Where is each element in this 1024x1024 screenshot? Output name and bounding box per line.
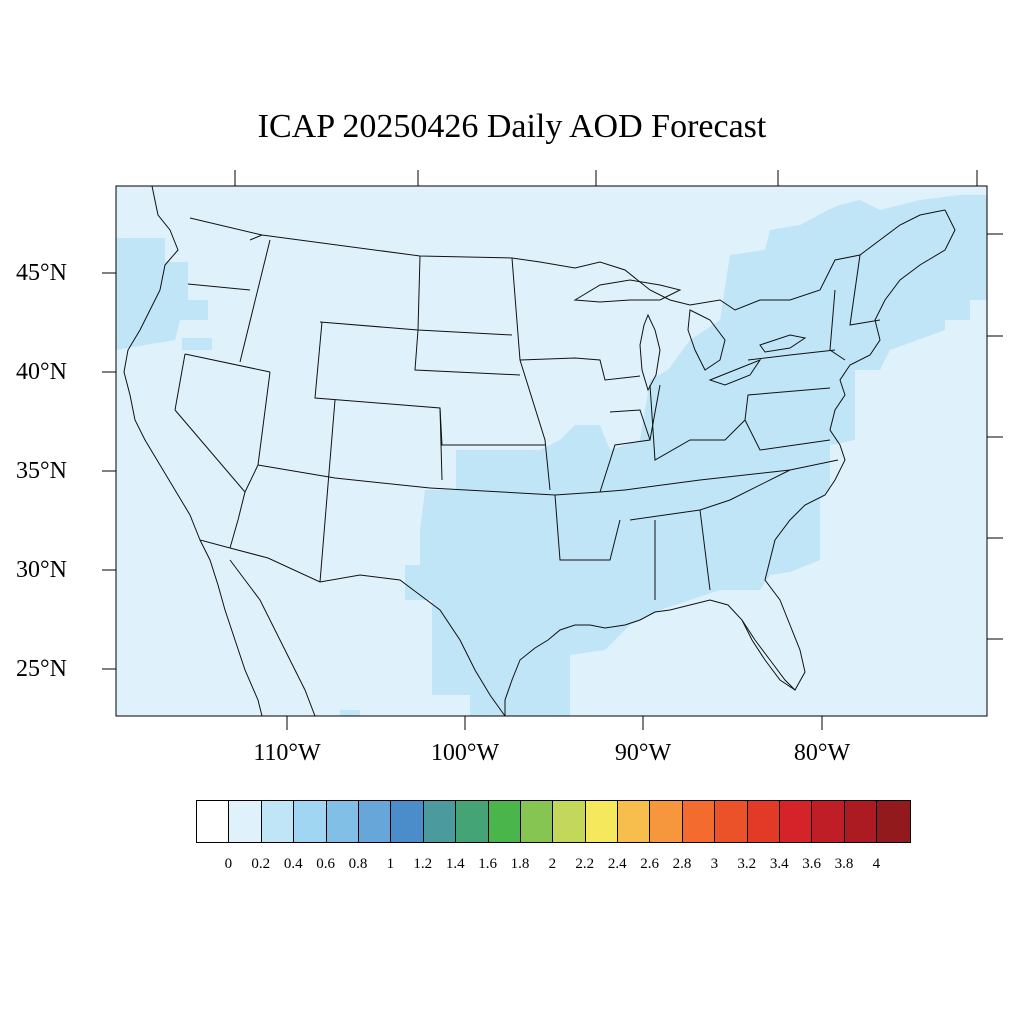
colorbar-swatch	[456, 801, 489, 842]
lon-label-110: 110°W	[253, 740, 321, 766]
colorbar-tick-label: 3.2	[737, 856, 757, 872]
colorbar-tick-label: 1.6	[478, 856, 497, 872]
colorbar-tick-label: 1	[386, 856, 395, 872]
colorbar-tick-label: 1.4	[445, 856, 465, 872]
lat-label-40: 40°N	[16, 359, 67, 385]
colorbar-tick-label: 3.6	[802, 856, 821, 872]
lat-label-25: 25°N	[16, 656, 67, 682]
colorbar-swatch	[682, 801, 716, 842]
map-frame	[115, 185, 988, 717]
lat-label-30: 30°N	[16, 557, 67, 583]
colorbar-tick-label: 1.2	[413, 856, 433, 872]
colorbar-labels: 0 0.2 0.4 0.6 0.8 1 1.2 1.4 1.6 1.8 2 2.2 2.4 2.6 2.8 3…	[0, 856, 1024, 876]
colorbar-tick-label: 2	[548, 856, 557, 872]
lat-label-45: 45°N	[16, 260, 67, 286]
lat-label-35: 35°N	[16, 458, 67, 484]
colorbar-swatch	[391, 801, 424, 842]
lon-label-80: 80°W	[793, 740, 851, 766]
colorbar-tick-label: 0.6	[316, 856, 335, 872]
colorbar-swatch	[488, 801, 521, 842]
coastline	[123, 186, 231, 549]
colorbar-tick-label: 2.2	[575, 856, 595, 872]
colorbar-tick-label: 2.4	[607, 856, 627, 872]
colorbar-tick-label: 3	[710, 856, 719, 872]
colorbar-swatch	[844, 801, 878, 842]
colorbar-swatch	[812, 801, 845, 842]
colorbar-tick-label: 4	[872, 856, 881, 872]
colorbar-tick-label: 0	[224, 856, 233, 872]
colorbar-tick-label: 3.4	[769, 856, 789, 872]
colorbar-swatch	[877, 801, 910, 842]
colorbar-tick-label: 0.4	[283, 856, 303, 872]
colorbar-swatch	[197, 801, 230, 842]
colorbar-swatch	[358, 801, 392, 842]
colorbar-swatch	[618, 801, 651, 842]
colorbar-tick-label: 0.2	[251, 856, 271, 872]
colorbar-swatch	[553, 801, 586, 842]
lon-label-90: 90°W	[614, 740, 672, 766]
colorbar-tick-label: 0.8	[348, 856, 368, 872]
colorbar-swatch	[650, 801, 683, 842]
colorbar-tick-label: 3.8	[834, 856, 854, 872]
aod-region-0.2-0.4	[116, 195, 987, 716]
colorbar-tick-label: 2.6	[640, 856, 659, 872]
colorbar-swatch	[423, 801, 457, 842]
colorbar-tick-label: 2.8	[672, 856, 692, 872]
colorbar	[196, 800, 911, 843]
colorbar-swatch	[715, 801, 748, 842]
lon-label-100: 100°W	[430, 740, 500, 766]
colorbar-swatch	[780, 801, 813, 842]
colorbar-swatch	[747, 801, 781, 842]
colorbar-swatch	[520, 801, 554, 842]
colorbar-swatch	[585, 801, 619, 842]
colorbar-swatch	[261, 801, 295, 842]
map-title: ICAP 20250426 Daily AOD Forecast	[257, 108, 767, 145]
colorbar-swatch	[229, 801, 262, 842]
colorbar-swatch	[294, 801, 327, 842]
colorbar-swatch	[326, 801, 359, 842]
colorbar-tick-label: 1.8	[510, 856, 530, 872]
